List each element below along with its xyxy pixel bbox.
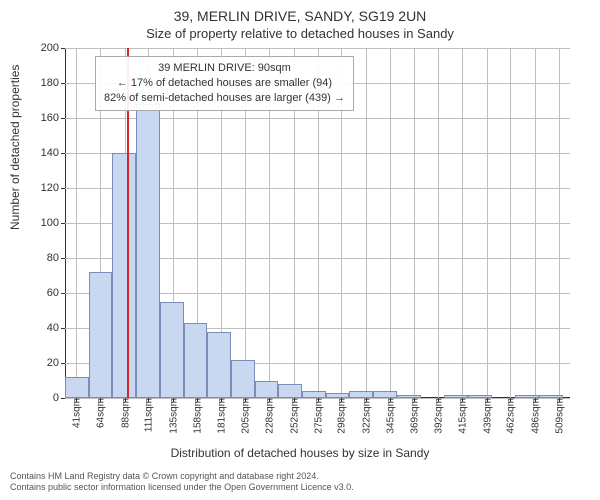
- histogram-bar: [89, 272, 113, 398]
- histogram-bar: [65, 377, 89, 398]
- histogram-bar: [278, 384, 302, 398]
- xtick-label: 275sqm: [311, 398, 324, 434]
- xtick-label: 252sqm: [287, 398, 300, 434]
- ytick-label: 100: [41, 217, 65, 229]
- grid-v: [535, 48, 536, 398]
- grid-v: [414, 48, 415, 398]
- histogram-bar: [302, 391, 326, 398]
- histogram-bar: [397, 395, 421, 399]
- annotation-box: 39 MERLIN DRIVE: 90sqm← 17% of detached …: [95, 56, 354, 111]
- ytick-label: 60: [47, 287, 65, 299]
- ytick-label: 120: [41, 182, 65, 194]
- grid-v: [390, 48, 391, 398]
- xtick-label: 158sqm: [190, 398, 203, 434]
- xtick-label: 135sqm: [167, 398, 180, 434]
- histogram-bar: [444, 395, 468, 399]
- ytick-label: 160: [41, 112, 65, 124]
- xtick-label: 322sqm: [359, 398, 372, 434]
- xtick-label: 181sqm: [214, 398, 227, 434]
- grid-v: [438, 48, 439, 398]
- histogram-bar: [515, 395, 539, 399]
- histogram-bar: [326, 393, 350, 398]
- xtick-label: 298sqm: [335, 398, 348, 434]
- grid-v: [76, 48, 77, 398]
- ytick-label: 40: [47, 322, 65, 334]
- grid-v: [510, 48, 511, 398]
- xtick-label: 345sqm: [383, 398, 396, 434]
- histogram-bar: [160, 302, 184, 398]
- ytick-label: 0: [53, 392, 65, 404]
- xtick-label: 369sqm: [408, 398, 421, 434]
- y-axis-label: Number of detached properties: [8, 65, 22, 230]
- histogram-bar: [539, 395, 563, 399]
- chart-subtitle: Size of property relative to detached ho…: [0, 26, 600, 41]
- histogram-bar: [136, 104, 160, 398]
- xtick-label: 486sqm: [528, 398, 541, 434]
- ytick-label: 180: [41, 77, 65, 89]
- histogram-bar: [231, 360, 255, 399]
- grid-v: [559, 48, 560, 398]
- xtick-label: 392sqm: [432, 398, 445, 434]
- grid-v: [366, 48, 367, 398]
- footer-line-2: Contains public sector information licen…: [10, 482, 590, 494]
- xtick-label: 228sqm: [263, 398, 276, 434]
- histogram-bar: [468, 395, 492, 399]
- ytick-label: 140: [41, 147, 65, 159]
- annotation-line-3: 82% of semi-detached houses are larger (…: [104, 91, 345, 106]
- footer-line-1: Contains HM Land Registry data © Crown c…: [10, 471, 590, 483]
- histogram-bar: [207, 332, 231, 399]
- histogram-bar: [255, 381, 279, 399]
- xtick-label: 88sqm: [118, 398, 131, 428]
- xtick-label: 41sqm: [70, 398, 83, 428]
- x-axis-label: Distribution of detached houses by size …: [0, 446, 600, 460]
- histogram-bar: [373, 391, 397, 398]
- histogram-bar: [112, 153, 136, 398]
- histogram-bar: [184, 323, 208, 398]
- histogram-bar: [349, 391, 373, 398]
- grid-v: [462, 48, 463, 398]
- xtick-label: 439sqm: [480, 398, 493, 434]
- annotation-line-2: ← 17% of detached houses are smaller (94…: [104, 76, 345, 91]
- xtick-label: 462sqm: [504, 398, 517, 434]
- grid-v: [487, 48, 488, 398]
- ytick-label: 20: [47, 357, 65, 369]
- xtick-label: 64sqm: [94, 398, 107, 428]
- xtick-label: 415sqm: [455, 398, 468, 434]
- chart-title-address: 39, MERLIN DRIVE, SANDY, SG19 2UN: [0, 8, 600, 24]
- ytick-label: 200: [41, 42, 65, 54]
- ytick-label: 80: [47, 252, 65, 264]
- attribution-footer: Contains HM Land Registry data © Crown c…: [10, 471, 590, 494]
- chart-plot-area: 02040608010012014016018020041sqm64sqm88s…: [65, 48, 570, 398]
- xtick-label: 205sqm: [239, 398, 252, 434]
- xtick-label: 111sqm: [142, 398, 155, 432]
- xtick-label: 509sqm: [552, 398, 565, 434]
- annotation-line-1: 39 MERLIN DRIVE: 90sqm: [104, 61, 345, 76]
